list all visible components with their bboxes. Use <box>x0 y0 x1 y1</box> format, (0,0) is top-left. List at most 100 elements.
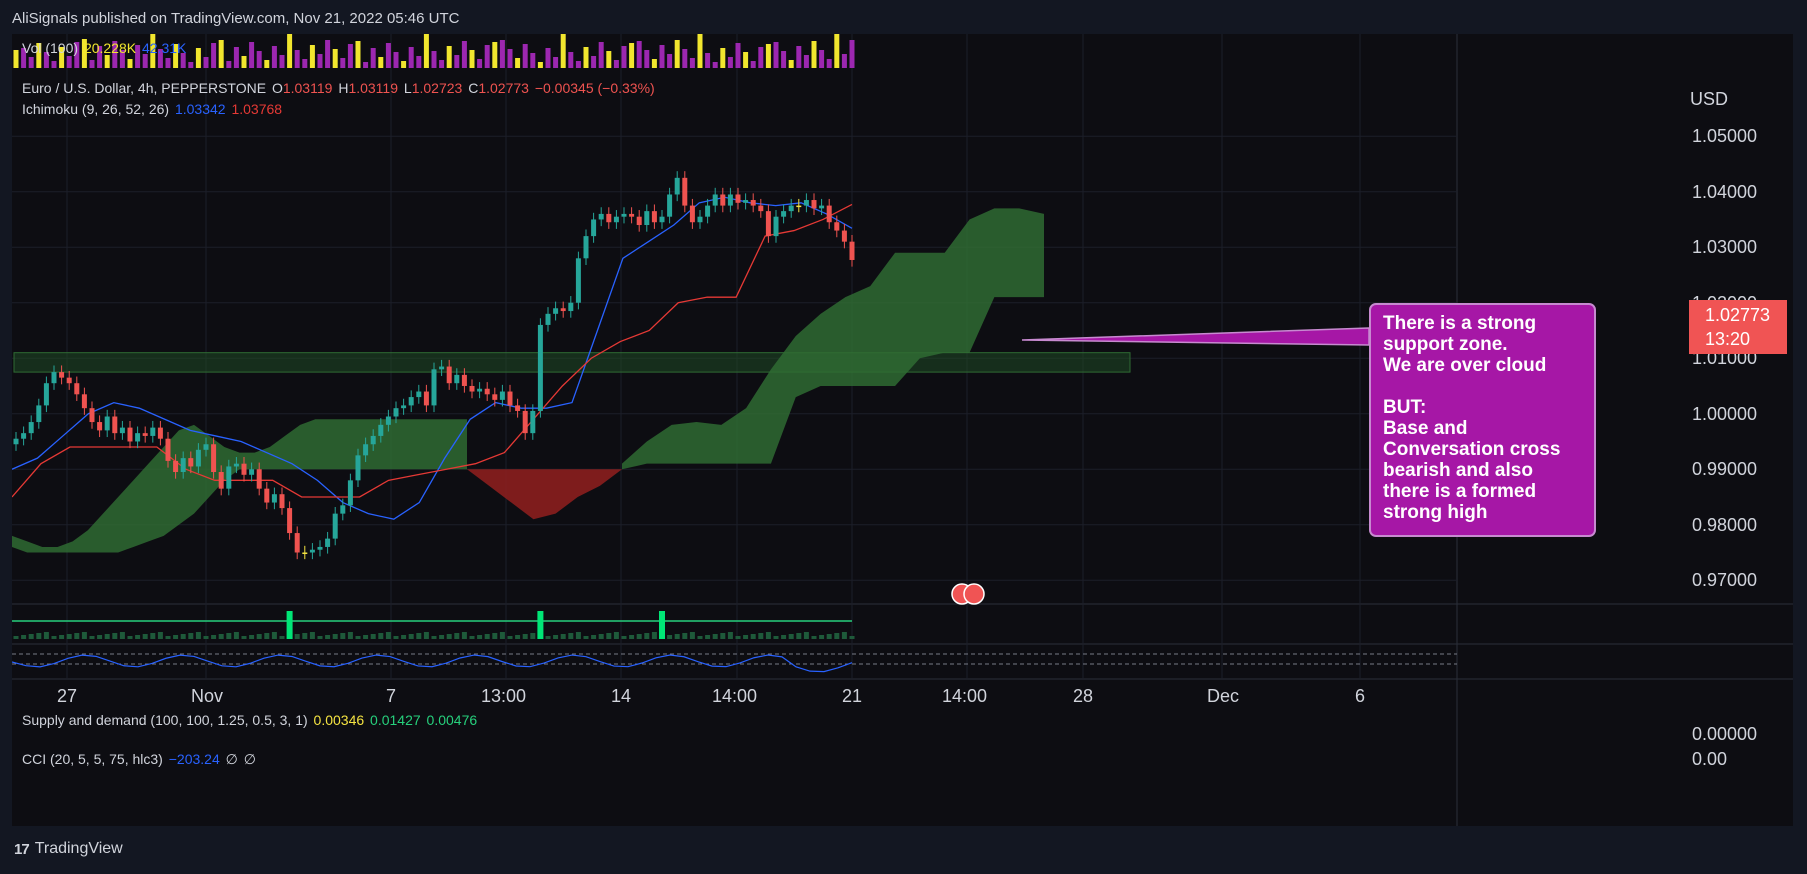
chart-canvas[interactable] <box>12 34 1793 826</box>
volume-bar <box>667 54 673 68</box>
candle-body <box>104 416 110 431</box>
supply-label: Supply and demand (100, 100, 1.25, 0.5, … <box>22 712 308 728</box>
supply-bar <box>241 636 247 639</box>
volume-bar <box>150 34 156 68</box>
bar-countdown: 13:20 <box>1705 329 1751 349</box>
candle-body <box>241 463 247 475</box>
volume-bar <box>834 34 840 68</box>
candle-body <box>507 391 513 406</box>
candle-body <box>142 433 148 436</box>
supply-bar <box>439 635 445 639</box>
candle-body <box>21 433 27 439</box>
candle-body <box>765 211 771 237</box>
candle-body <box>758 205 764 212</box>
ohlc-low-label: L <box>403 80 412 96</box>
ohlc-open-label: O <box>271 80 283 96</box>
supply-bar <box>803 632 809 639</box>
volume-bar <box>249 42 255 68</box>
volume-bar <box>43 52 49 68</box>
ohlc-high: 1.03119 <box>348 80 399 96</box>
volume-bar <box>560 34 566 68</box>
candle-body <box>712 194 718 206</box>
supply-bar <box>606 633 612 639</box>
supply-bar <box>629 635 635 639</box>
candle-body <box>446 366 452 384</box>
price-tick-label: 0.98000 <box>1692 514 1758 535</box>
candle-body <box>408 397 414 406</box>
supply-bar <box>393 636 399 639</box>
supply-bar <box>127 636 133 639</box>
volume-bar <box>697 34 703 68</box>
cci-label: CCI (20, 5, 5, 75, hlc3) <box>22 751 163 767</box>
candle-body <box>271 494 277 503</box>
volume-bar <box>74 42 80 68</box>
cci-value-3: ∅ <box>243 751 256 767</box>
candle-body <box>135 433 141 442</box>
candle-body <box>74 383 80 395</box>
supply-bar <box>363 635 369 639</box>
supply-bar <box>218 634 224 639</box>
volume-bar <box>773 42 779 68</box>
candle-body <box>575 258 581 303</box>
supply-bar <box>667 635 673 639</box>
volume-bar <box>408 47 414 68</box>
volume-bar <box>499 40 505 68</box>
ichimoku-tenkan-value: 1.03342 <box>174 101 226 117</box>
candle-body <box>811 200 817 209</box>
candle-body <box>249 469 255 475</box>
candle-body <box>537 324 543 411</box>
candle-body <box>378 424 384 436</box>
tradingview-logo-icon: 17 <box>14 840 30 858</box>
supply-bar <box>712 634 718 639</box>
supply-bar <box>591 635 597 639</box>
supply-bar <box>773 636 779 639</box>
volume-bar <box>446 46 452 68</box>
volume-bar <box>644 50 650 68</box>
volume-bar <box>659 45 665 68</box>
chart-frame[interactable]: Vol (100) 20.228K 42.31K Euro / U.S. Dol… <box>12 34 1793 826</box>
candle-body <box>477 388 483 392</box>
supply-bar <box>720 633 726 639</box>
candle-body <box>287 508 293 534</box>
supply-bar <box>51 636 57 639</box>
ohlc-low: 1.02723 <box>411 80 463 96</box>
volume-bar <box>553 57 559 68</box>
supply-bar <box>211 635 217 639</box>
candle-body <box>530 410 536 434</box>
volume-bar <box>841 54 847 68</box>
volume-bar <box>370 48 376 68</box>
candle-body <box>773 216 779 237</box>
candle-body <box>568 302 574 312</box>
annotation-callout[interactable]: There is a strong support zone. We are o… <box>1369 303 1596 537</box>
candle-body <box>743 200 749 203</box>
time-tick-label: 28 <box>1073 686 1094 706</box>
supply-axis-tick: 0.00000 <box>1692 724 1758 744</box>
candle-body <box>796 205 802 208</box>
publisher-header: AliSignals published on TradingView.com,… <box>12 10 460 27</box>
support-zone <box>13 352 1131 373</box>
supply-bar <box>781 635 787 639</box>
candle-body <box>545 313 551 325</box>
candle-body <box>309 549 315 553</box>
volume-bar <box>613 60 619 68</box>
supply-bar <box>416 633 422 639</box>
volume-bar <box>454 55 460 68</box>
candle-body <box>499 391 505 400</box>
supply-bar <box>834 633 840 639</box>
volume-bar <box>21 48 27 68</box>
volume-bar <box>218 40 224 68</box>
supply-bar <box>249 635 255 639</box>
supply-bar <box>89 636 95 639</box>
volume-bar <box>796 46 802 68</box>
volume-bar <box>385 43 391 68</box>
supply-bar <box>743 635 749 639</box>
candle-body <box>591 219 597 237</box>
volume-bar <box>651 59 657 68</box>
candle-body <box>89 408 95 423</box>
volume-bar <box>211 43 217 68</box>
supply-value-2: 0.01427 <box>370 712 421 728</box>
supply-bar <box>21 635 27 639</box>
candle-body <box>667 194 673 217</box>
candle-body <box>347 480 353 506</box>
supply-bar <box>309 632 315 639</box>
